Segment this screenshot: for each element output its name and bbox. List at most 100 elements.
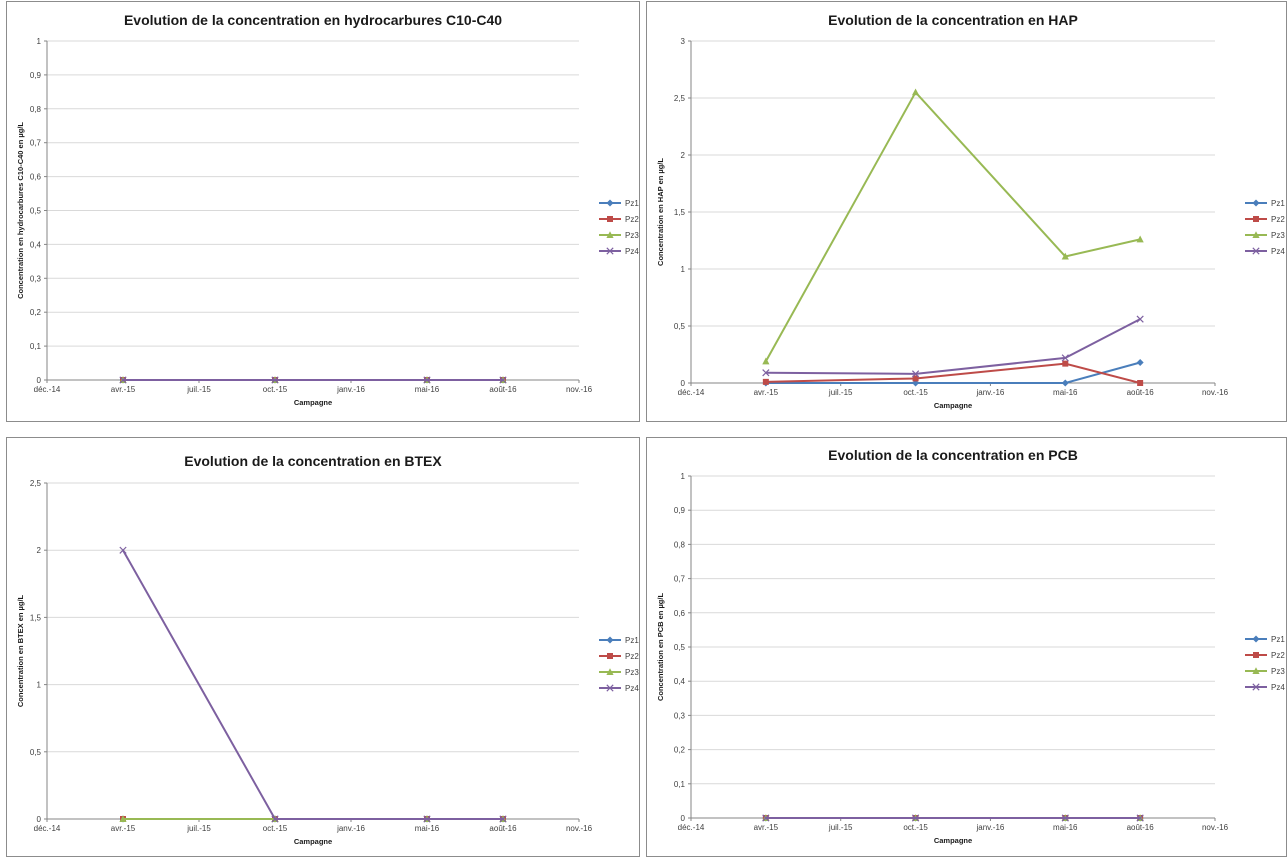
y-tick-label: 0,5 (30, 748, 42, 757)
x-tick-label: juil.-15 (828, 388, 853, 397)
series-pz2 (762, 360, 1144, 386)
legend-label-pz3: Pz3 (625, 668, 639, 677)
marker-pz4-2 (423, 376, 431, 384)
y-tick-label: 0 (37, 376, 42, 385)
marker-pz4-2 (1061, 814, 1069, 822)
marker-pz2-2 (1062, 360, 1069, 367)
y-tick-label: 0,6 (674, 609, 686, 618)
legend-label-pz2: Pz2 (1271, 215, 1285, 224)
chart-panel-pcb: Evolution de la concentration en PCB 0 0,1… (646, 437, 1287, 857)
x-tick-label: nov.-16 (566, 824, 593, 833)
legend-label-pz2: Pz2 (1271, 651, 1285, 660)
x-tick-label: nov.-16 (1202, 823, 1229, 832)
marker-pz2-1 (912, 375, 919, 382)
legend-label-pz4: Pz4 (1271, 247, 1285, 256)
legend-label-pz4: Pz4 (625, 684, 639, 693)
chart-hap: Evolution de la concentration en HAP 0 0,5… (656, 12, 1285, 410)
x-tick-label: juil.-15 (186, 824, 211, 833)
y-tick-label: 0,4 (30, 240, 42, 249)
x-tick-label: oct.-15 (263, 824, 288, 833)
chart-panel-btex: Evolution de la concentration en BTEX 0 0,… (6, 437, 640, 857)
y-tick-label: 0,1 (30, 342, 42, 351)
x-tick-label: mai-16 (1053, 388, 1078, 397)
x-tick-label: août-16 (1127, 823, 1155, 832)
y-tick-label: 0,5 (30, 207, 42, 216)
chart-title: Evolution de la concentration en HAP (828, 12, 1078, 28)
y-tick-label: 2 (37, 546, 42, 555)
y-tick-label: 0,8 (674, 540, 686, 549)
y-tick-label: 0,3 (30, 274, 42, 283)
x-tick-label: mai-16 (415, 824, 440, 833)
marker-pz3-2 (1061, 252, 1069, 260)
marker-pz2-legend (1253, 216, 1259, 222)
y-axis-label: Concentration en HAP en µg/L (656, 158, 665, 266)
y-tick-label: 0,6 (30, 173, 42, 182)
x-tick-label: déc.-14 (678, 823, 705, 832)
y-axis-label: Concentration en hydrocarbures C10-C40 e… (16, 122, 25, 299)
series-pz4 (119, 376, 507, 384)
marker-pz4-0 (762, 814, 770, 822)
x-axis-label: Campagne (934, 401, 972, 410)
x-tick-label: déc.-14 (34, 824, 61, 833)
legend-label-pz1: Pz1 (1271, 199, 1285, 208)
legend: Pz1 Pz2 Pz3 Pz4 (1245, 199, 1285, 256)
marker-pz4-2 (423, 815, 431, 823)
chart-title: Evolution de la concentration en hydroca… (124, 12, 502, 28)
y-tick-label: 1 (37, 37, 42, 46)
x-tick-label: déc.-14 (678, 388, 705, 397)
marker-pz1-legend (606, 636, 614, 644)
y-tick-label: 0,7 (30, 139, 42, 148)
y-axis-label: Concentration en BTEX en µg/L (16, 594, 25, 707)
marker-pz1-legend (1252, 635, 1260, 643)
x-axis-label: Campagne (934, 836, 972, 845)
y-axis-label: Concentration en PCB en µg/L (656, 593, 665, 701)
y-tick-label: 0,2 (30, 308, 42, 317)
x-axis-label: Campagne (294, 398, 332, 407)
legend-label-pz2: Pz2 (625, 652, 639, 661)
y-tick-label: 1 (681, 472, 686, 481)
chart-pcb: Evolution de la concentration en PCB 0 0,1… (656, 447, 1285, 845)
marker-pz3-3 (1136, 235, 1144, 243)
marker-pz4-3 (1136, 814, 1144, 822)
y-tick-label: 1 (681, 265, 686, 274)
marker-pz1-2 (1061, 379, 1069, 387)
x-tick-label: août-16 (489, 824, 517, 833)
marker-pz4-3 (499, 815, 507, 823)
y-tick-label: 0 (37, 815, 42, 824)
x-tick-label: avr.-15 (111, 385, 136, 394)
marker-pz1-legend (1252, 199, 1260, 207)
series-pz4 (119, 546, 507, 823)
marker-pz4-legend (1252, 683, 1260, 691)
marker-pz4-legend (606, 684, 614, 692)
marker-pz4-3 (1136, 315, 1144, 323)
marker-pz4-2 (1061, 354, 1069, 362)
marker-pz4-0 (119, 376, 127, 384)
y-tick-label: 0,1 (674, 780, 686, 789)
x-tick-label: avr.-15 (754, 388, 779, 397)
chart-panel-hydrocarbures: Evolution de la concentration en hydroca… (6, 1, 640, 422)
y-tick-label: 0,2 (674, 746, 686, 755)
legend-label-pz2: Pz2 (625, 215, 639, 224)
legend-label-pz1: Pz1 (625, 636, 639, 645)
marker-pz4-1 (271, 376, 279, 384)
marker-pz2-legend (1253, 652, 1259, 658)
marker-pz3-1 (911, 88, 920, 96)
series-pz3 (762, 88, 1144, 365)
x-tick-label: oct.-15 (903, 823, 928, 832)
marker-pz3-legend (606, 668, 614, 675)
marker-pz4-legend (606, 247, 614, 255)
legend-label-pz1: Pz1 (625, 199, 639, 208)
chart-title: Evolution de la concentration en BTEX (184, 453, 442, 469)
series-pz4 (762, 814, 1144, 822)
marker-pz4-1 (911, 370, 920, 378)
y-tick-label: 0,9 (30, 71, 42, 80)
marker-pz4-3 (499, 376, 507, 384)
y-tick-label: 0 (681, 814, 686, 823)
y-tick-label: 0,5 (674, 643, 686, 652)
marker-pz2-3 (1137, 380, 1144, 386)
marker-pz4-legend (1252, 247, 1260, 255)
series-pz4 (762, 315, 1144, 378)
y-tick-label: 0 (681, 379, 686, 388)
y-tick-label: 1 (37, 681, 42, 690)
y-tick-label: 0,9 (674, 506, 686, 515)
